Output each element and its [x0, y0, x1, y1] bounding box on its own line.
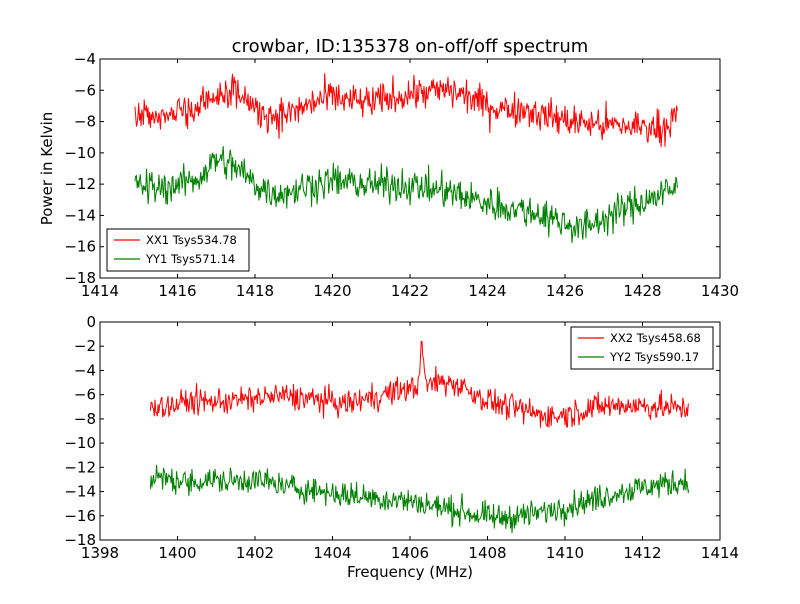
x-tick-label: 1420: [313, 282, 351, 300]
y-tick-label: −16: [64, 238, 96, 256]
x-tick-label: 1402: [236, 544, 274, 562]
y-tick-label: 0: [86, 313, 96, 331]
y-tick-label: −2: [74, 337, 96, 355]
panel-2: 1398 1400 1402 1404 1406 1408 1410 1412 1414 −18 −…: [64, 313, 739, 581]
y-tick-label: −18: [64, 269, 96, 287]
y-tick-label: −8: [74, 113, 96, 131]
x-tick-label: 1424: [468, 282, 506, 300]
x-tick-label: 1418: [236, 282, 274, 300]
x-tick-label: 1408: [468, 544, 506, 562]
x-axis-label: Frequency (MHz): [347, 563, 473, 581]
x-tick-label: 1416: [158, 282, 196, 300]
y-tick-label: −10: [64, 434, 96, 452]
legend-box: [570, 326, 714, 370]
x-tick-label: 1414: [81, 282, 119, 300]
x-tick-label: 1428: [623, 282, 661, 300]
x-tick-label: 1404: [313, 544, 351, 562]
legend: XX1 Tsys534.78 YY1 Tsys571.14: [106, 228, 250, 272]
y-tick-label: −18: [64, 531, 96, 549]
legend: XX2 Tsys458.68 YY2 Tsys590.17: [570, 326, 714, 370]
series-line-xx2: [149, 340, 690, 428]
legend-label: YY2 Tsys590.17: [609, 350, 699, 364]
y-tick-label: −6: [74, 386, 96, 404]
series-line-yy2: [149, 464, 690, 534]
legend-label: XX1 Tsys534.78: [146, 233, 237, 247]
y-tick-label: −4: [74, 50, 96, 68]
y-tick-label: −8: [74, 410, 96, 428]
legend-label: XX2 Tsys458.68: [610, 331, 701, 345]
x-tick-label: 1422: [391, 282, 429, 300]
x-tick-label: 1430: [701, 282, 739, 300]
panel-1: 1414 1416 1418 1420 1422 1424 1426 1428 1430 −18 −…: [38, 50, 739, 300]
y-tick-label: −12: [64, 458, 96, 476]
x-tick-label: 1412: [623, 544, 661, 562]
y-axis-label: Power in Kelvin: [38, 112, 56, 226]
x-tick-label: 1414: [701, 544, 739, 562]
chart-title: crowbar, ID:135378 on-off/off spectrum: [232, 36, 589, 57]
legend-box: [106, 228, 250, 272]
x-tick-label: 1406: [391, 544, 429, 562]
series-line-yy1: [134, 146, 678, 244]
x-tick-label: 1400: [158, 544, 196, 562]
y-tick-label: −14: [64, 206, 96, 224]
y-tick-label: −10: [64, 144, 96, 162]
x-tick-label: 1398: [81, 544, 119, 562]
x-tick-label: 1426: [546, 282, 584, 300]
legend-label: YY1 Tsys571.14: [145, 252, 235, 266]
y-tick-label: −12: [64, 175, 96, 193]
series-line-xx1: [134, 73, 678, 148]
y-tick-label: −6: [74, 81, 96, 99]
x-tick-label: 1410: [546, 544, 584, 562]
y-tick-label: −16: [64, 507, 96, 525]
y-tick-label: −4: [74, 361, 96, 379]
y-tick-label: −14: [64, 483, 96, 501]
